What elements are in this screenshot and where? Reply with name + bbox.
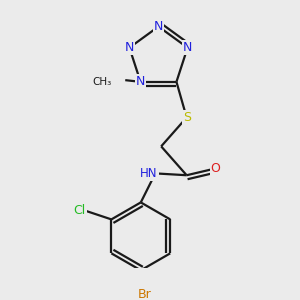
Text: N: N <box>136 75 145 88</box>
Text: N: N <box>183 41 192 54</box>
Text: HN: HN <box>140 167 158 180</box>
Text: N: N <box>154 20 163 33</box>
Text: CH₃: CH₃ <box>92 77 112 87</box>
Text: S: S <box>183 111 190 124</box>
Text: Br: Br <box>137 288 151 300</box>
Text: Cl: Cl <box>74 204 86 218</box>
Text: N: N <box>125 41 134 54</box>
Text: O: O <box>211 162 220 175</box>
